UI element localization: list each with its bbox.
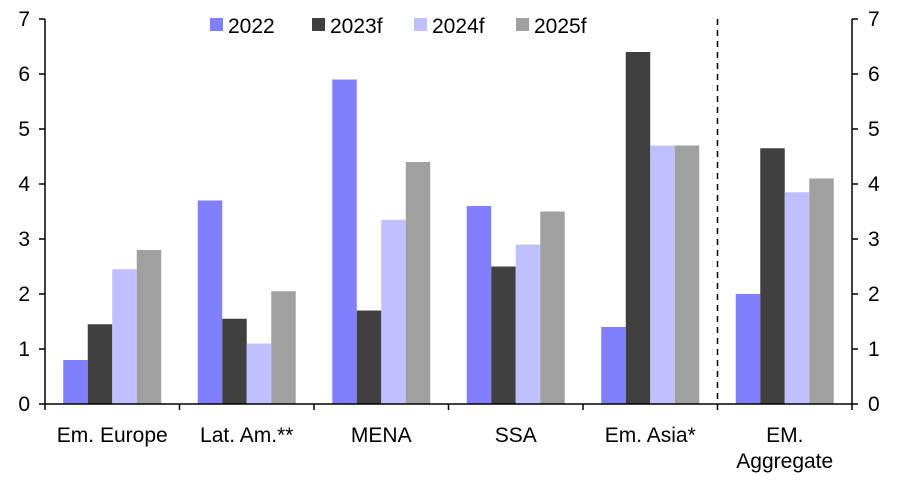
- legend: 2022 2023f 2024f 2025f: [210, 15, 587, 38]
- y-tick-label-right: 6: [868, 63, 880, 86]
- y-axis-right: 0 1 2 3 4 5 6 7: [852, 8, 880, 416]
- y-tick-label-right: 0: [868, 393, 880, 416]
- y-tick-label-right: 1: [868, 338, 880, 361]
- category-label-2: MENA: [351, 424, 412, 447]
- bar-2024f-1: [246, 343, 272, 404]
- bar-2022-1: [197, 200, 223, 404]
- y-tick-label-right: 5: [868, 118, 880, 141]
- legend-swatch-2024f: [414, 18, 427, 31]
- bar-2022-2: [332, 79, 357, 404]
- y-tick-label-left: 7: [18, 8, 30, 31]
- y-tick-label-right: 4: [868, 173, 880, 196]
- legend-swatch-2023f: [312, 18, 325, 31]
- y-axis-left: 0 1 2 3 4 5 6 7: [18, 8, 45, 416]
- bar-2024f-5: [784, 192, 810, 404]
- bar-2022-0: [63, 360, 88, 404]
- bar-2024f-3: [515, 244, 541, 404]
- bar-2024f-4: [650, 145, 675, 404]
- bar-2025f-4: [674, 145, 700, 404]
- bar-2023f-4: [625, 52, 651, 404]
- legend-swatch-2022: [210, 18, 223, 31]
- bar-2022-3: [466, 206, 492, 404]
- legend-label-2023f: 2023f: [330, 15, 383, 38]
- bar-2022-5: [735, 294, 761, 404]
- y-tick-label-right: 3: [868, 228, 880, 251]
- x-axis-labels: Em. Europe Lat. Am.** MENA SSA Em. Asia* EM. A…: [57, 424, 833, 473]
- axes: [44, 19, 853, 410]
- category-label-5: EM.: [766, 424, 803, 447]
- category-label-0: Em. Europe: [57, 424, 168, 447]
- y-tick-label-left: 6: [18, 63, 30, 86]
- legend-swatch-2025f: [516, 18, 529, 31]
- y-tick-label-right: 7: [868, 8, 880, 31]
- y-tick-label-right: 2: [868, 283, 880, 306]
- y-tick-label-left: 1: [18, 338, 30, 361]
- bar-2023f-1: [222, 318, 247, 404]
- bar-2022-4: [601, 327, 626, 404]
- category-label-1: Lat. Am.**: [200, 424, 293, 447]
- bar-2025f-5: [809, 178, 834, 404]
- category-label-4: Em. Asia*: [605, 424, 696, 447]
- bar-2023f-0: [87, 324, 113, 404]
- bar-2025f-2: [405, 162, 431, 404]
- y-tick-label-left: 3: [18, 228, 30, 251]
- bar-2024f-0: [112, 269, 137, 404]
- bar-2025f-0: [136, 250, 162, 404]
- y-tick-label-left: 2: [18, 283, 30, 306]
- bar-2023f-3: [491, 266, 516, 404]
- category-label-3: SSA: [495, 424, 537, 447]
- y-tick-label-left: 5: [18, 118, 30, 141]
- legend-label-2024f: 2024f: [432, 15, 485, 38]
- bar-2025f-3: [540, 211, 565, 404]
- y-tick-label-left: 0: [18, 393, 30, 416]
- category-label-5: Aggregate: [736, 450, 833, 473]
- bar-2023f-2: [356, 310, 382, 404]
- bars: [63, 52, 834, 404]
- y-tick-label-left: 4: [18, 173, 30, 196]
- bar-2024f-2: [381, 219, 406, 404]
- legend-label-2022: 2022: [228, 15, 275, 38]
- legend-label-2025f: 2025f: [534, 15, 587, 38]
- bar-2023f-5: [760, 148, 785, 404]
- bar-2025f-1: [271, 291, 296, 404]
